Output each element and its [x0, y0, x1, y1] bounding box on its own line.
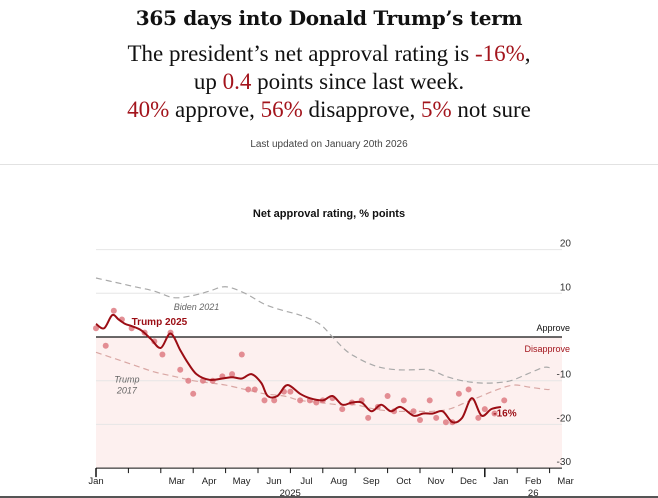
x-tick-label: Feb [525, 476, 541, 487]
biden-2021-line [95, 277, 550, 384]
x-tick-label: Apr [202, 476, 217, 487]
last-updated: Last updated on January 20th 2026 [250, 139, 408, 150]
poll-dot [339, 406, 346, 413]
poll-dot [102, 342, 109, 349]
weekly-change-sentence: up 0.4 points since last week. [0, 68, 658, 95]
poll-dot [501, 397, 508, 404]
poll-dot [190, 390, 197, 397]
poll-dot [261, 397, 268, 404]
approval-breakdown: 40% approve, 56% disapprove, 5% not sure [0, 96, 658, 123]
y-tick-label: 10 [560, 282, 572, 293]
year-label: 2025 [280, 488, 301, 498]
disapprove-value: 56% [260, 97, 303, 122]
x-tick-label: Jan [493, 476, 508, 487]
poll-dot [455, 390, 462, 397]
poll-dot [159, 351, 166, 358]
approve-value: 40% [127, 97, 170, 122]
x-tick-label: Mar [169, 476, 185, 487]
disapprove-zone-label: Disapprove [524, 344, 570, 354]
trump-2017-label-line2: 2017 [116, 386, 138, 396]
trump-2025-label: Trump 2025 [132, 317, 188, 328]
x-tick-label: Nov [428, 476, 445, 487]
poll-dot [238, 351, 245, 358]
x-tick-label: Jul [300, 476, 312, 487]
x-tick-label: May [233, 476, 251, 487]
poll-dot [185, 377, 192, 384]
poll-dot [481, 406, 488, 413]
not-sure-value: 5% [420, 97, 452, 122]
net-approval-value: -16% [474, 41, 525, 66]
y-tick-label: 20 [560, 239, 572, 250]
x-tick-label: Aug [330, 476, 347, 487]
header-divider [0, 164, 658, 165]
y-tick-label: -10 [557, 370, 572, 381]
poll-dot [465, 386, 472, 393]
page-title: 365 days into Donald Trump’s term [135, 6, 523, 30]
x-tick-label: Dec [460, 476, 477, 487]
poll-dot [177, 366, 184, 373]
poll-dot [93, 325, 99, 332]
trump-2017-label-line1: Trump [114, 375, 139, 385]
poll-dot [229, 371, 236, 378]
net-approval-sentence: The president’s net approval rating is -… [0, 40, 658, 67]
disapprove-zone [96, 337, 562, 469]
poll-dot [110, 307, 117, 314]
weekly-change-value: 0.4 [222, 69, 252, 94]
weekly-change-suffix: points since last week. [251, 69, 465, 94]
y-tick-label: -30 [557, 457, 572, 468]
poll-dot [400, 397, 407, 404]
net-approval-prefix: The president’s net approval rating is [127, 41, 475, 66]
poll-dot [491, 410, 498, 417]
disapprove-label: disapprove, [302, 97, 421, 122]
y-tick-label: -20 [557, 413, 572, 424]
poll-dot [251, 386, 258, 393]
approve-label: approve, [169, 97, 261, 122]
biden-2021-label: Biden 2021 [174, 302, 220, 312]
poll-dot [287, 388, 294, 395]
poll-dot [442, 419, 449, 426]
net-approval-suffix: , [524, 41, 531, 66]
poll-dot [410, 408, 417, 415]
not-sure-label: not sure [451, 97, 531, 122]
bottom-edge [0, 496, 658, 498]
current-value-label: -16% [493, 409, 516, 420]
poll-dot [245, 386, 252, 393]
x-tick-label: Mar [557, 476, 573, 487]
x-tick-label: Sep [363, 476, 380, 487]
poll-dot [433, 414, 440, 421]
x-tick-label: Jan [88, 476, 103, 487]
poll-dot [365, 414, 372, 421]
approve-zone-label: Approve [536, 323, 570, 333]
trump-2025-line [95, 313, 502, 424]
poll-dot [475, 414, 482, 421]
weekly-change-prefix: up [193, 69, 223, 94]
year-label: 26 [528, 488, 539, 498]
poll-dot [417, 417, 423, 424]
poll-dot [271, 397, 278, 404]
poll-dot [297, 397, 304, 404]
poll-dot [384, 392, 391, 399]
x-tick-label: Oct [396, 476, 411, 487]
chart-title: Net approval rating, % points [252, 208, 406, 220]
x-tick-label: Jun [266, 476, 281, 487]
poll-dot [426, 397, 433, 404]
